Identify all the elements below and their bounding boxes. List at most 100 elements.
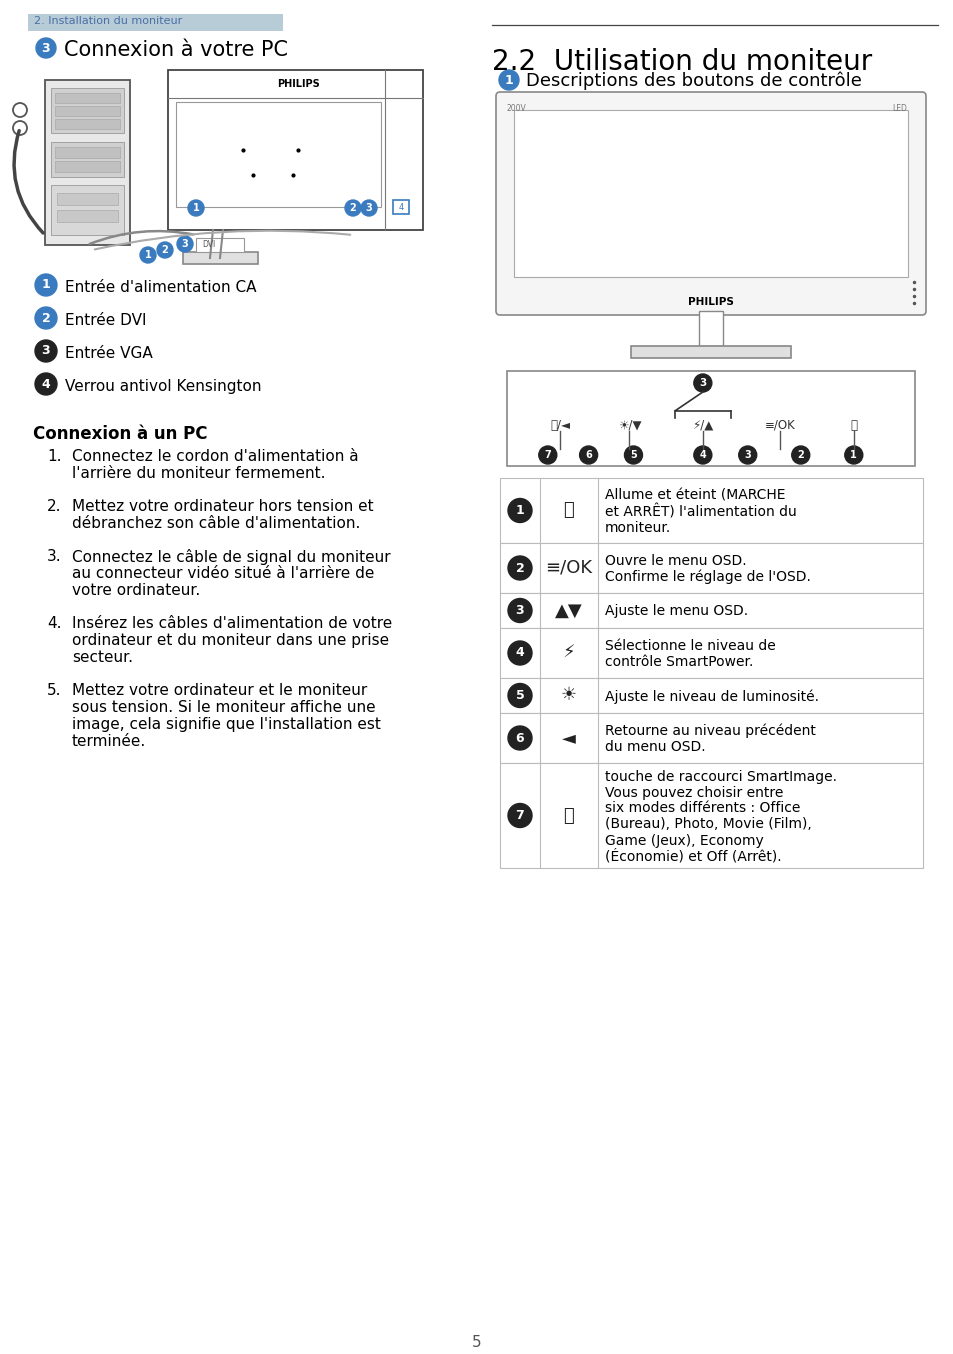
Text: Connexion à un PC: Connexion à un PC <box>33 425 208 443</box>
Text: 1: 1 <box>193 203 199 213</box>
Text: 3: 3 <box>516 604 524 617</box>
FancyBboxPatch shape <box>183 252 257 264</box>
Circle shape <box>507 726 532 750</box>
Text: 2.: 2. <box>47 500 61 515</box>
Text: 3: 3 <box>365 203 372 213</box>
Circle shape <box>507 640 532 665</box>
Circle shape <box>579 445 597 464</box>
Text: 6: 6 <box>584 450 592 460</box>
Text: ☀: ☀ <box>560 686 577 704</box>
FancyBboxPatch shape <box>51 88 124 133</box>
FancyBboxPatch shape <box>55 148 120 158</box>
Text: 2: 2 <box>349 203 356 213</box>
Text: 1: 1 <box>145 250 152 260</box>
Circle shape <box>345 200 360 217</box>
FancyBboxPatch shape <box>51 185 124 236</box>
Text: 3.: 3. <box>47 548 62 565</box>
Text: ≡/OK: ≡/OK <box>545 559 592 577</box>
Circle shape <box>35 307 57 329</box>
Text: au connecteur vidéo situé à l'arrière de: au connecteur vidéo situé à l'arrière de <box>71 566 374 581</box>
Text: 2: 2 <box>515 562 524 574</box>
FancyBboxPatch shape <box>55 106 120 116</box>
Text: 3: 3 <box>42 42 51 54</box>
FancyBboxPatch shape <box>499 764 923 868</box>
Circle shape <box>140 246 156 263</box>
Text: 2: 2 <box>161 245 168 255</box>
Text: Connectez le câble de signal du moniteur: Connectez le câble de signal du moniteur <box>71 548 390 565</box>
FancyBboxPatch shape <box>51 142 124 177</box>
Text: moniteur.: moniteur. <box>604 520 671 535</box>
Text: l'arrière du moniteur fermement.: l'arrière du moniteur fermement. <box>71 466 325 481</box>
FancyBboxPatch shape <box>195 238 244 252</box>
Circle shape <box>507 556 532 580</box>
Circle shape <box>844 445 862 464</box>
Text: et ARRÊT) l'alimentation du: et ARRÊT) l'alimentation du <box>604 505 796 520</box>
Text: Game (Jeux), Economy: Game (Jeux), Economy <box>604 834 763 848</box>
Circle shape <box>177 236 193 252</box>
Text: ⎘/◄: ⎘/◄ <box>550 418 570 432</box>
Text: 2: 2 <box>42 311 51 325</box>
Text: ⚡: ⚡ <box>562 645 575 662</box>
Text: 5: 5 <box>472 1335 481 1350</box>
FancyBboxPatch shape <box>55 119 120 129</box>
Text: 2: 2 <box>797 450 803 460</box>
Text: Ajuste le niveau de luminosité.: Ajuste le niveau de luminosité. <box>604 689 818 704</box>
Text: ordinateur et du moniteur dans une prise: ordinateur et du moniteur dans une prise <box>71 634 389 649</box>
Text: terminée.: terminée. <box>71 734 146 749</box>
Text: touche de raccourci SmartImage.: touche de raccourci SmartImage. <box>604 769 836 784</box>
Text: Insérez les câbles d'alimentation de votre: Insérez les câbles d'alimentation de vot… <box>71 616 392 631</box>
Text: Entrée d'alimentation CA: Entrée d'alimentation CA <box>65 280 256 295</box>
Text: 2. Installation du moniteur: 2. Installation du moniteur <box>34 16 182 26</box>
Text: Entrée VGA: Entrée VGA <box>65 347 152 362</box>
Text: Mettez votre ordinateur et le moniteur: Mettez votre ordinateur et le moniteur <box>71 682 367 699</box>
FancyBboxPatch shape <box>57 194 118 204</box>
Text: contrôle SmartPower.: contrôle SmartPower. <box>604 655 753 669</box>
Text: 4: 4 <box>42 378 51 390</box>
Text: 5: 5 <box>515 689 524 701</box>
Circle shape <box>498 70 518 89</box>
Text: 7: 7 <box>515 808 524 822</box>
Text: Vous pouvez choisir entre: Vous pouvez choisir entre <box>604 785 782 799</box>
Circle shape <box>791 445 809 464</box>
Text: image, cela signifie que l'installation est: image, cela signifie que l'installation … <box>71 718 380 733</box>
Text: Verrou antivol Kensington: Verrou antivol Kensington <box>65 379 261 394</box>
Text: 1: 1 <box>515 504 524 517</box>
Text: 4: 4 <box>515 646 524 659</box>
FancyBboxPatch shape <box>499 593 923 628</box>
Circle shape <box>693 445 711 464</box>
FancyBboxPatch shape <box>630 347 790 357</box>
Circle shape <box>157 242 172 259</box>
FancyBboxPatch shape <box>175 102 380 207</box>
Circle shape <box>360 200 376 217</box>
Circle shape <box>507 803 532 827</box>
FancyBboxPatch shape <box>393 200 409 214</box>
Circle shape <box>36 38 56 58</box>
Text: 3: 3 <box>42 344 51 357</box>
FancyBboxPatch shape <box>57 210 118 222</box>
Text: six modes différents : Office: six modes différents : Office <box>604 802 800 815</box>
FancyBboxPatch shape <box>514 110 907 278</box>
Circle shape <box>188 200 204 217</box>
Text: 3: 3 <box>699 378 706 389</box>
FancyBboxPatch shape <box>499 714 923 764</box>
Circle shape <box>507 684 532 708</box>
FancyBboxPatch shape <box>496 92 925 315</box>
FancyBboxPatch shape <box>499 628 923 678</box>
Text: 1: 1 <box>42 279 51 291</box>
Text: du menu OSD.: du menu OSD. <box>604 741 705 754</box>
Circle shape <box>13 103 27 116</box>
Text: (Économie) et Off (Arrêt).: (Économie) et Off (Arrêt). <box>604 849 781 864</box>
FancyBboxPatch shape <box>28 14 283 31</box>
Text: ▲▼: ▲▼ <box>555 601 582 620</box>
Text: Allume et éteint (MARCHE: Allume et éteint (MARCHE <box>604 489 784 502</box>
Circle shape <box>35 340 57 362</box>
Text: 1: 1 <box>849 450 857 460</box>
Text: Sélectionne le niveau de: Sélectionne le niveau de <box>604 639 775 653</box>
Text: secteur.: secteur. <box>71 650 132 665</box>
Text: Ajuste le menu OSD.: Ajuste le menu OSD. <box>604 604 747 619</box>
Text: PHILIPS: PHILIPS <box>687 297 733 307</box>
Circle shape <box>738 445 756 464</box>
Text: PHILIPS: PHILIPS <box>276 79 319 89</box>
Text: débranchez son câble d'alimentation.: débranchez son câble d'alimentation. <box>71 516 360 531</box>
Circle shape <box>35 372 57 395</box>
